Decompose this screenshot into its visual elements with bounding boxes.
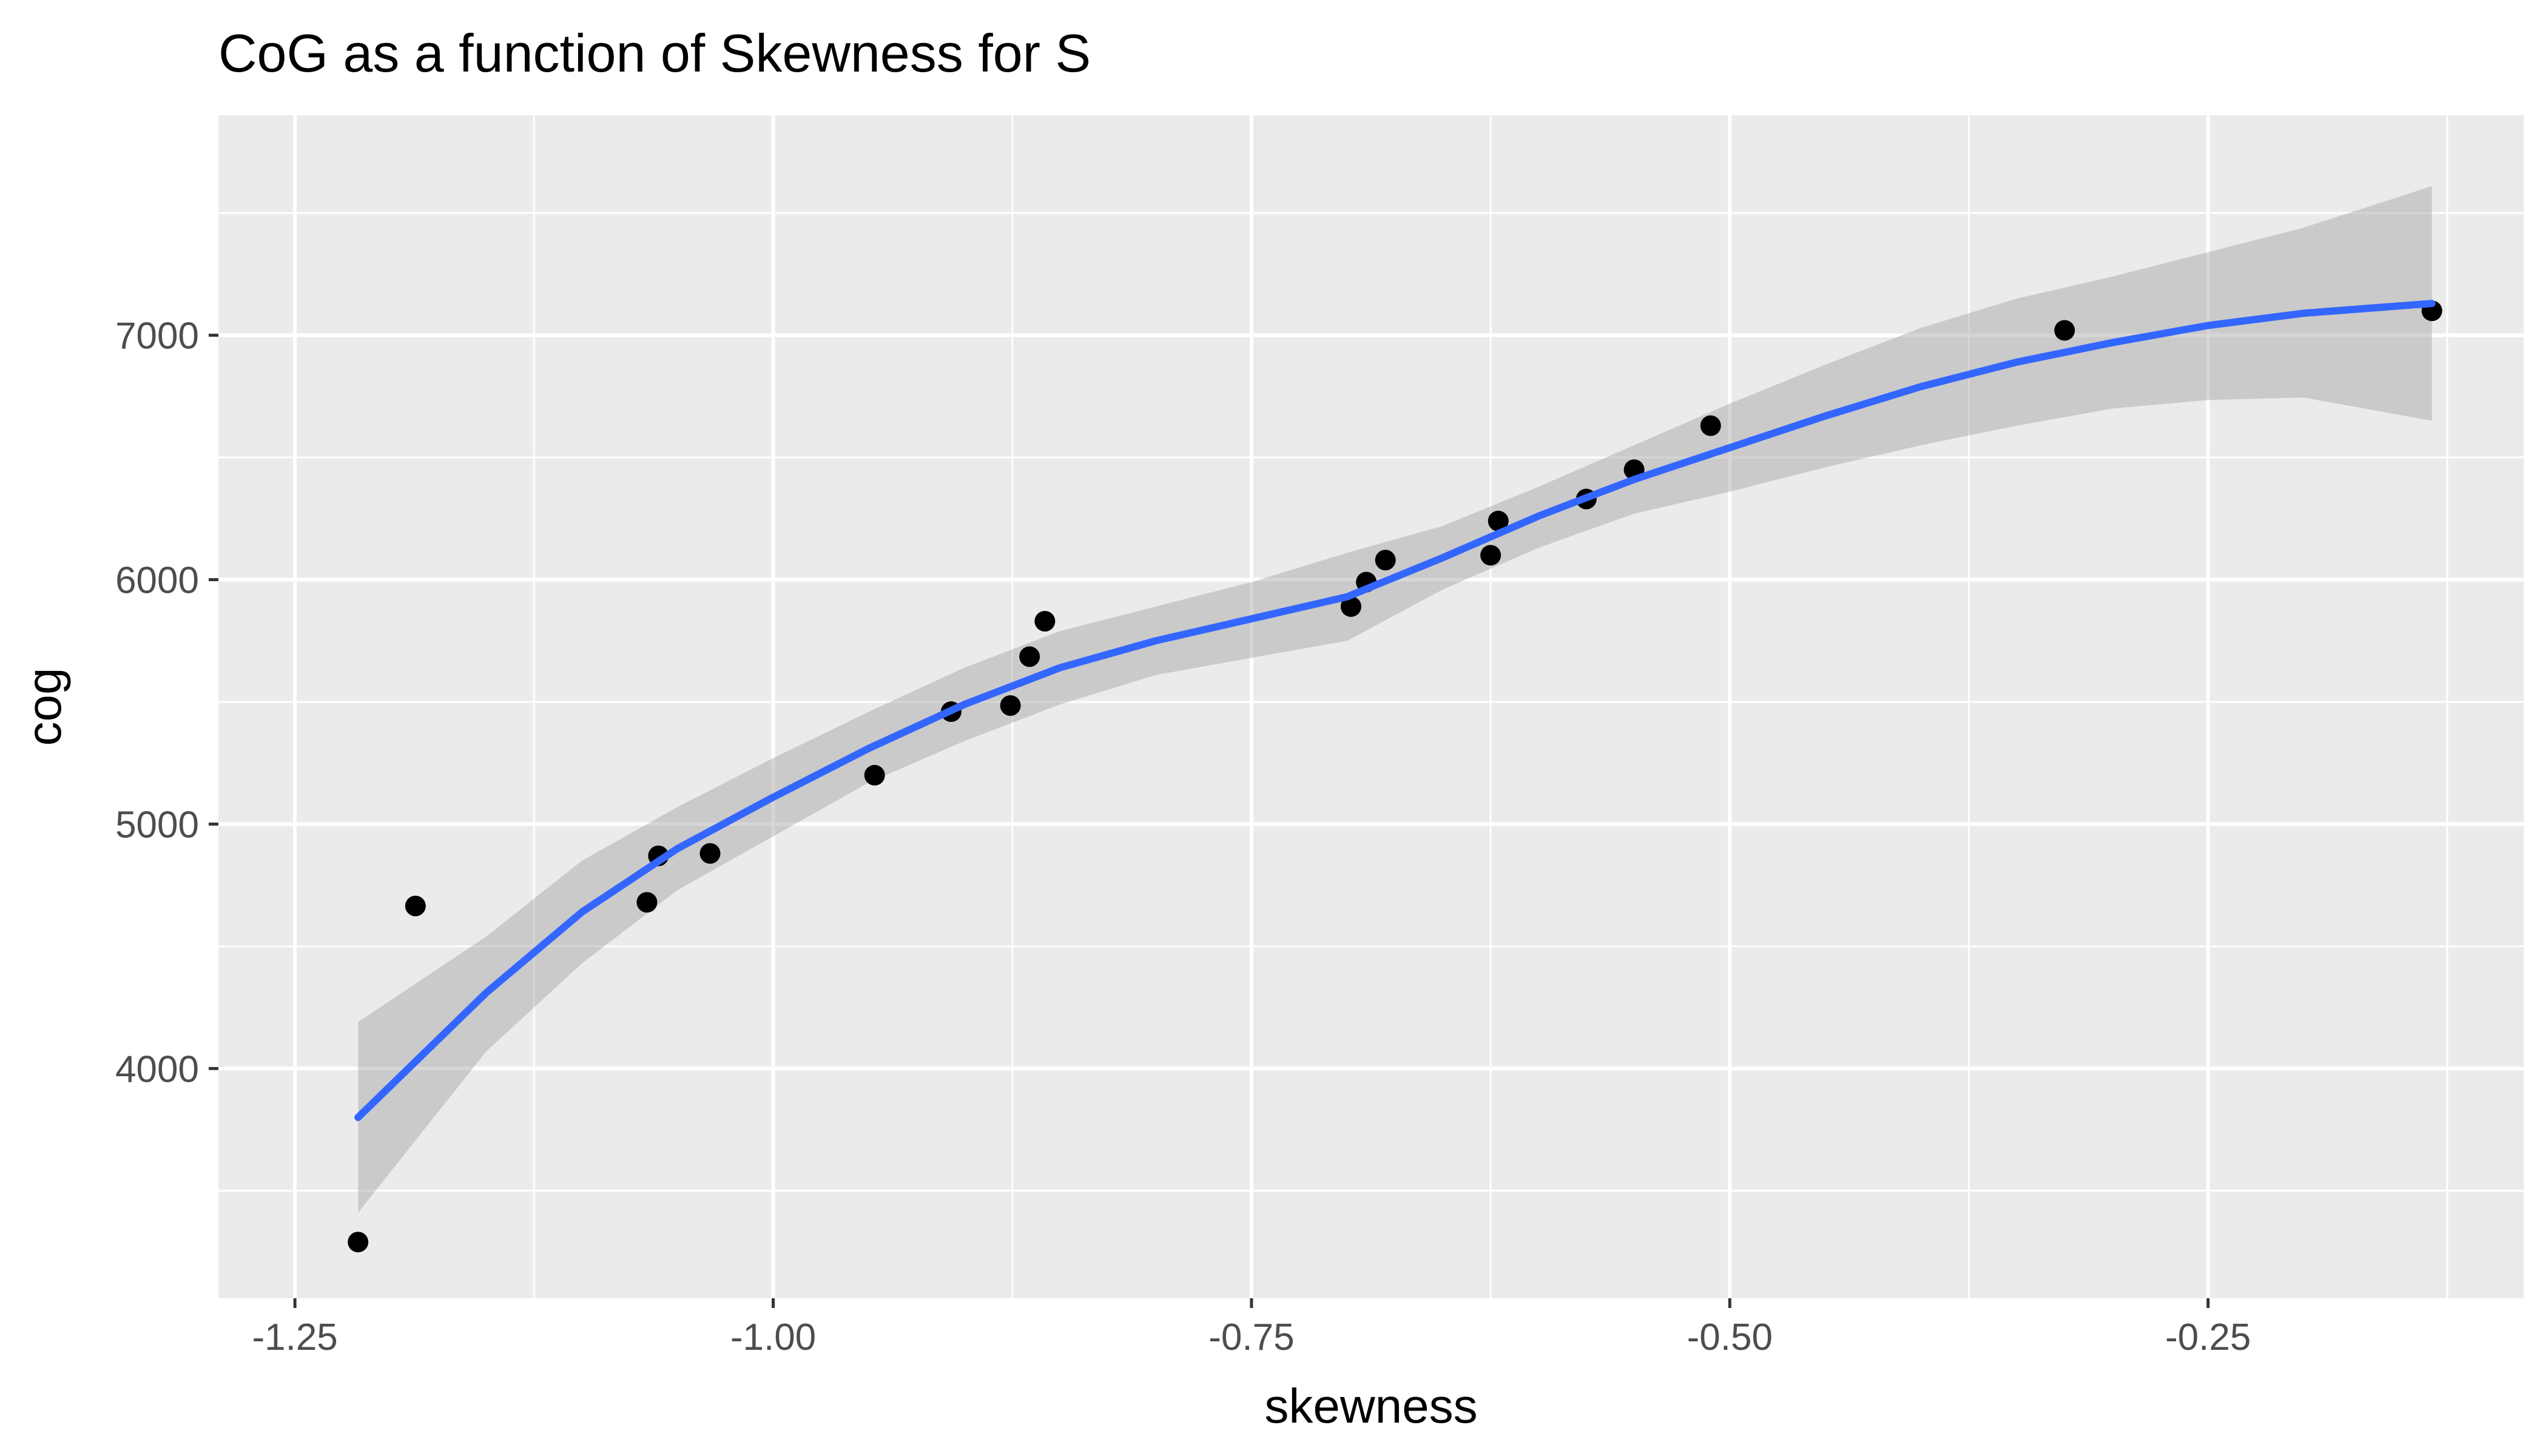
y-tick-label: 7000: [115, 315, 199, 357]
y-axis: 4000 5000 6000 7000: [115, 315, 218, 1090]
data-point: [699, 843, 721, 864]
data-point: [1375, 550, 1396, 571]
data-point: [1019, 646, 1040, 667]
data-point: [1480, 545, 1502, 566]
y-tick-label: 5000: [115, 804, 199, 846]
chart-title: CoG as a function of Skewness for S: [218, 23, 1091, 83]
data-point: [405, 895, 426, 917]
data-point: [1700, 415, 1721, 436]
data-point: [1488, 510, 1509, 531]
data-point: [1000, 695, 1021, 716]
x-tick-label: -0.50: [1687, 1316, 1773, 1358]
data-point: [348, 1232, 369, 1253]
x-axis: -1.25 -1.00 -0.75 -0.50 -0.25: [252, 1298, 2251, 1358]
data-point: [1034, 610, 1056, 632]
data-point: [1340, 596, 1361, 617]
data-point: [2054, 320, 2075, 341]
x-tick-label: -0.25: [2165, 1316, 2251, 1358]
x-tick-label: -1.00: [730, 1316, 816, 1358]
x-tick-label: -0.75: [1208, 1316, 1294, 1358]
y-axis-title: cog: [17, 668, 71, 746]
x-tick-label: -1.25: [252, 1316, 337, 1358]
smooth-line: [354, 300, 2436, 1121]
y-tick-label: 6000: [115, 559, 199, 601]
plot-panel: [218, 115, 2524, 1298]
data-point: [636, 892, 658, 913]
x-axis-title: skewness: [1264, 1379, 1477, 1433]
confidence-band: [358, 186, 2432, 1213]
data-point: [864, 764, 885, 786]
y-tick-label: 4000: [115, 1048, 199, 1090]
